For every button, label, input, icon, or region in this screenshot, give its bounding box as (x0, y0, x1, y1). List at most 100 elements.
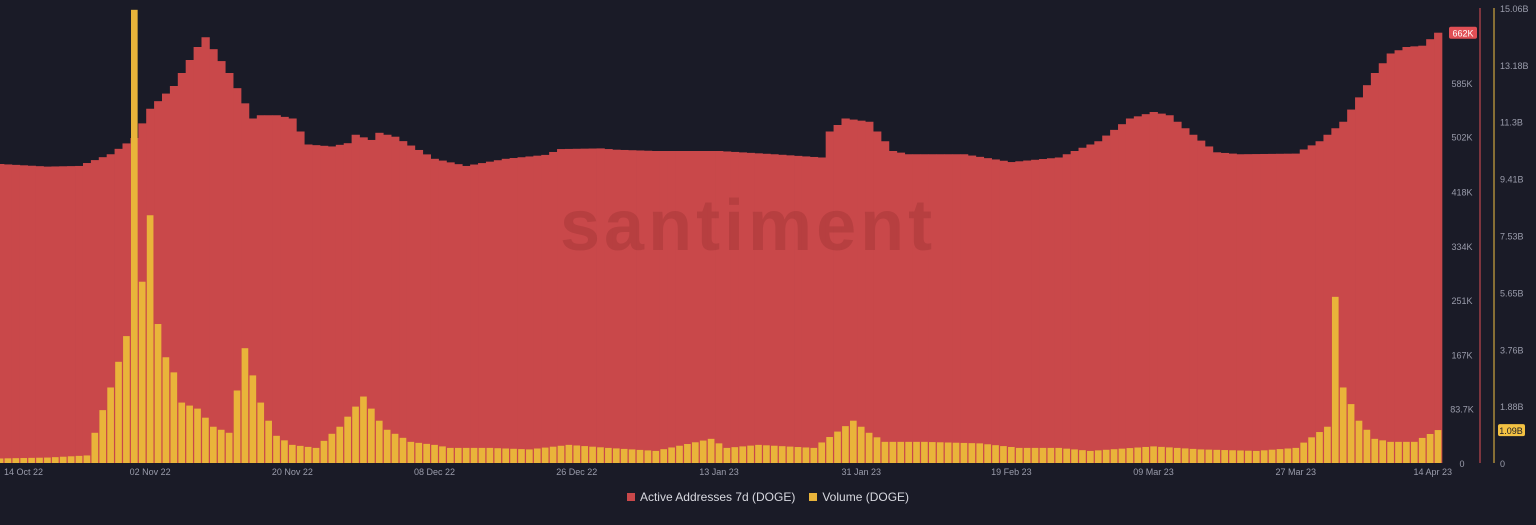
active-addresses-bar (707, 151, 716, 463)
volume-bar (818, 442, 826, 463)
volume-bar (1047, 447, 1055, 463)
active-addresses-bar (154, 101, 163, 464)
volume-bar (1276, 449, 1284, 463)
active-addresses-bar (1023, 160, 1032, 464)
active-addresses-bar (1015, 161, 1024, 463)
volume-bar (36, 457, 43, 463)
volume-bar (186, 405, 193, 463)
active-addresses-bar (414, 149, 424, 463)
volume-bar (368, 408, 375, 463)
volume-bar (289, 444, 296, 463)
active-addresses-bar (422, 154, 431, 463)
active-addresses-bar (817, 157, 827, 463)
active-addresses-bar (241, 103, 250, 463)
volume-bar (557, 445, 565, 463)
left-axis-tick-label: 251K (1451, 296, 1472, 306)
volume-bar (241, 348, 249, 463)
volume-bar (944, 442, 952, 463)
volume-bar (605, 447, 612, 463)
active-addresses-bar (3, 164, 13, 463)
volume-bar (1000, 446, 1007, 463)
volume-bar (257, 402, 265, 463)
volume-bar (1063, 448, 1070, 463)
active-addresses-bar (786, 155, 795, 464)
legend-item-active-addresses[interactable]: Active Addresses 7d (DOGE) (626, 490, 795, 504)
active-addresses-bar (114, 148, 123, 464)
volume-bar (265, 420, 272, 463)
active-addresses-bar (1125, 118, 1135, 463)
active-addresses-bar (1031, 159, 1040, 463)
active-addresses-bar (1283, 153, 1293, 463)
volume-bar (723, 447, 731, 463)
active-addresses-bar (722, 151, 732, 463)
volume-bar (162, 357, 170, 463)
volume-bar (873, 437, 881, 463)
volume-bar (699, 440, 707, 463)
active-addresses-bar (248, 118, 258, 463)
active-addresses-bar (880, 141, 890, 463)
volume-bar (1418, 437, 1426, 463)
active-addresses-bar (999, 160, 1008, 463)
active-addresses-bar (1402, 47, 1411, 463)
left-axis-tick-label: 585K (1451, 79, 1472, 89)
volume-bar (194, 408, 201, 463)
volume-bar (565, 444, 573, 463)
volume-bar (336, 426, 344, 463)
active-addresses-bar (391, 136, 400, 463)
active-addresses-bar (620, 149, 629, 463)
volume-bar (1245, 450, 1252, 463)
active-addresses-bar (1260, 153, 1269, 463)
volume-bar (739, 446, 747, 463)
volume-bar (1292, 447, 1300, 463)
active-addresses-bar (628, 150, 637, 463)
volume-series (0, 9, 1442, 464)
right-axis-tick-label: 3.76B (1500, 345, 1524, 355)
left-current-value-badge (1449, 26, 1477, 39)
active-addresses-bar (1307, 145, 1316, 463)
active-addresses-bar (82, 163, 92, 463)
active-addresses-bar (572, 148, 582, 464)
volume-bar (857, 426, 865, 463)
volume-bar (541, 447, 549, 463)
volume-bar (281, 440, 288, 463)
active-addresses-bar (699, 151, 708, 463)
volume-bar (968, 443, 976, 463)
active-addresses-bar (983, 158, 992, 463)
left-current-value-label: 662K (1452, 29, 1473, 39)
active-addresses-bar (430, 158, 439, 464)
legend-item-volume[interactable]: Volume (DOGE) (809, 490, 909, 504)
active-addresses-bar (1062, 154, 1071, 463)
volume-bar (170, 372, 178, 463)
active-addresses-bar (1315, 141, 1324, 463)
x-axis-tick-label: 20 Nov 22 (272, 467, 313, 477)
active-addresses-bar (1078, 147, 1087, 463)
volume-bar (225, 432, 233, 463)
volume-bar (1387, 441, 1394, 463)
volume-bar (4, 458, 12, 463)
legend-swatch-volume (809, 493, 818, 501)
volume-bar (1268, 449, 1276, 463)
right-current-value-badge (1498, 424, 1525, 437)
active-addresses-bar (975, 156, 985, 463)
volume-bar (67, 456, 75, 463)
active-addresses-bar (485, 161, 495, 463)
active-addresses-bar (643, 150, 653, 464)
volume-bar (1118, 448, 1126, 463)
volume-bar (897, 441, 905, 463)
right-axis-tick-label: 7.53B (1500, 232, 1524, 242)
volume-bar (881, 441, 889, 463)
volume-bar (312, 447, 320, 463)
volume-bar (1205, 449, 1213, 463)
active-addresses-bar (312, 145, 321, 463)
active-addresses-bar (493, 160, 503, 464)
active-addresses-bar (730, 151, 740, 463)
active-addresses-bar (90, 160, 100, 463)
active-addresses-bar (715, 151, 724, 463)
active-addresses-bar (1434, 32, 1443, 463)
active-addresses-bar (59, 166, 68, 463)
legend-swatch-active-addresses (626, 493, 635, 501)
volume-bar (423, 443, 430, 463)
right-axis-tick-label: 0 (1500, 459, 1505, 469)
left-y-axis: 0 83.7K 167K 251K 334K 418K 502K 585K 662K (1449, 8, 1481, 469)
